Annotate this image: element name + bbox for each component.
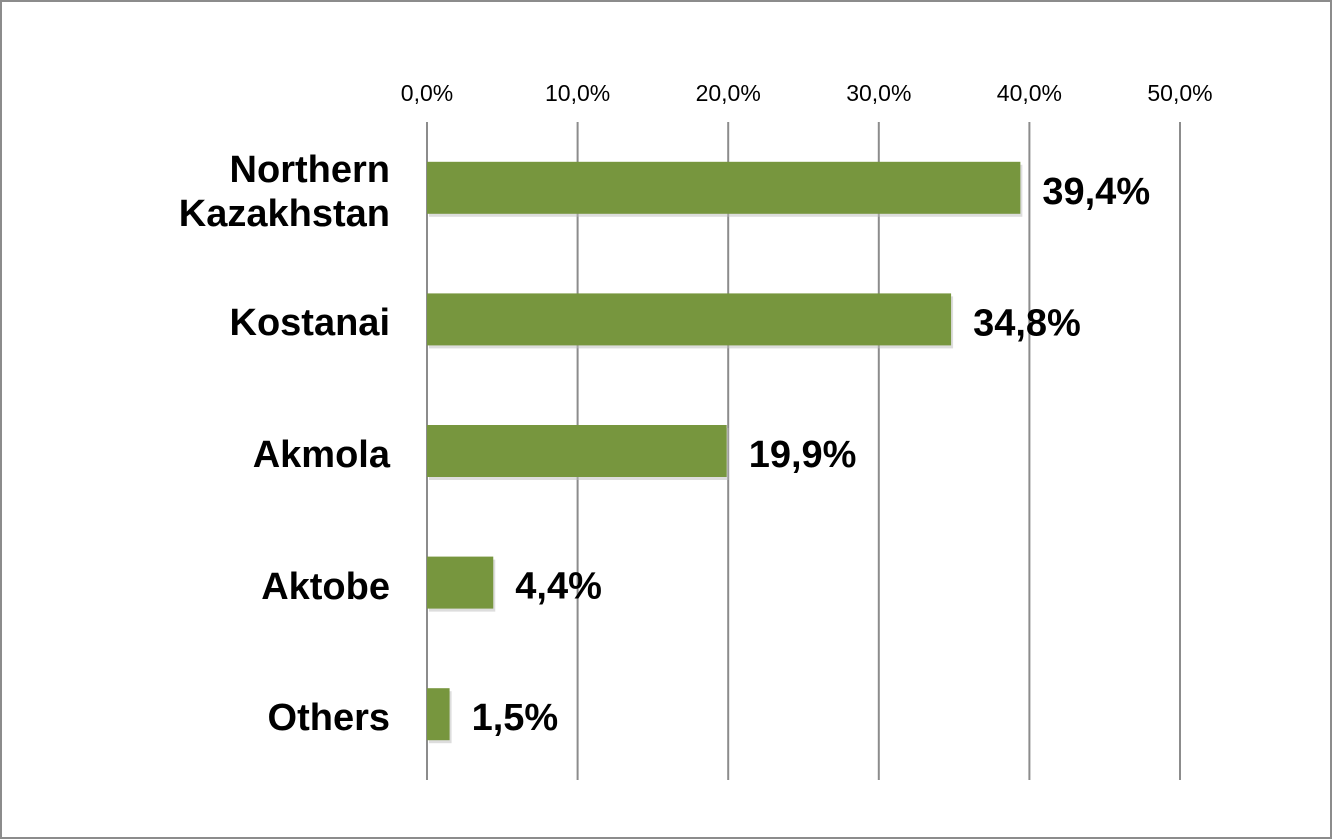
x-tick-label: 40,0% <box>997 80 1062 106</box>
y-tick-label: Akmola <box>252 434 390 476</box>
bar <box>427 425 727 477</box>
x-tick-label: 50,0% <box>1147 80 1212 106</box>
data-label: 4,4% <box>515 566 602 608</box>
data-label: 1,5% <box>472 697 559 739</box>
bar <box>427 293 952 346</box>
x-tick-label: 10,0% <box>545 80 610 106</box>
bar <box>427 688 450 741</box>
data-label: 34,8% <box>973 302 1081 344</box>
x-tick-label: 30,0% <box>846 80 911 106</box>
bar <box>427 161 1021 214</box>
y-tick-label: Northern Kazakhstan <box>178 148 390 235</box>
data-label: 19,9% <box>749 434 857 476</box>
y-tick-label: Others <box>267 697 390 740</box>
x-tick-label: 0,0% <box>401 80 453 106</box>
bar <box>427 556 494 609</box>
y-tick-label: Kostanai <box>229 302 390 345</box>
y-tick-label: Aktobe <box>261 565 390 608</box>
x-tick-label: 20,0% <box>696 80 761 106</box>
data-label: 39,4% <box>1042 171 1150 213</box>
